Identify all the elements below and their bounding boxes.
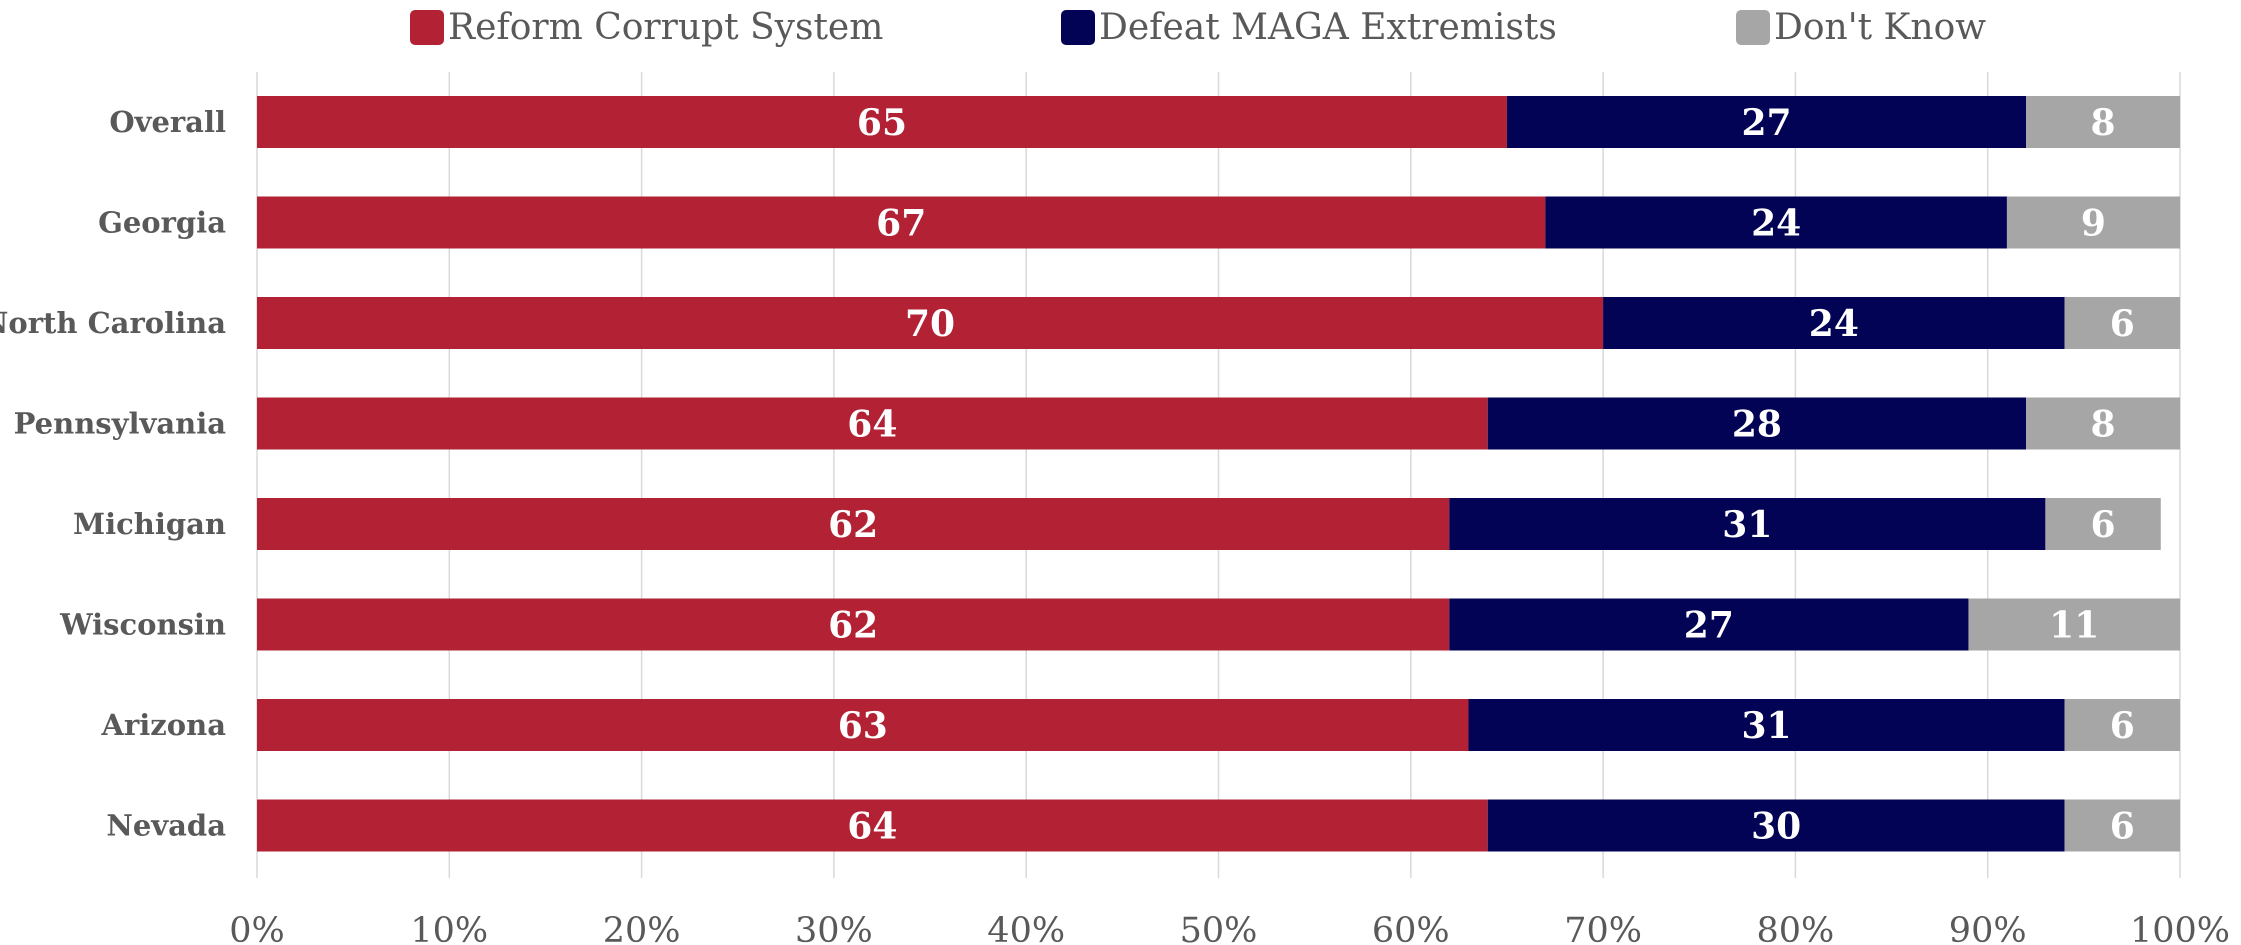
category-label: Arizona — [101, 708, 227, 742]
category-label: Wisconsin — [59, 608, 226, 642]
data-label: 30 — [1751, 806, 1801, 848]
data-label: 8 — [2091, 102, 2116, 144]
data-label: 11 — [2049, 605, 2099, 647]
data-label: 65 — [857, 102, 907, 144]
x-tick-label: 30% — [795, 911, 873, 945]
chart-gridlines — [256, 72, 2181, 878]
chart-bars: 65 27 8 67 24 9 70 24 6 64 28 8 62 31 6 62 27 11 63 31 6 64 30… — [257, 96, 2180, 852]
bar-segment — [1506, 96, 2027, 148]
data-label: 67 — [876, 203, 926, 245]
data-label: 24 — [1751, 203, 1801, 245]
legend-swatch — [410, 10, 444, 45]
bar-segment — [257, 397, 1488, 450]
x-tick-label: 90% — [1949, 911, 2027, 945]
legend-label: Don't Know — [1774, 7, 1986, 48]
legend-label: Defeat MAGA Extremists — [1099, 7, 1557, 48]
category-label: Georgia — [98, 206, 226, 240]
data-label: 6 — [2110, 303, 2135, 345]
x-tick-label: 40% — [987, 911, 1065, 945]
data-label: 6 — [2091, 504, 2116, 546]
x-tick-label: 100% — [2130, 911, 2230, 945]
data-label: 27 — [1684, 605, 1734, 647]
bar-segment — [257, 799, 1488, 852]
bar-segment — [2026, 397, 2180, 450]
data-label: 6 — [2110, 705, 2135, 747]
data-label: 31 — [1742, 705, 1792, 747]
data-label: 62 — [828, 605, 878, 647]
data-label: 64 — [847, 404, 897, 446]
bar-segment — [1487, 397, 2027, 450]
x-tick-label: 0% — [229, 911, 285, 945]
bar-segment — [257, 598, 1450, 651]
bar-segment — [1603, 297, 2065, 349]
x-tick-label: 20% — [603, 911, 681, 945]
bar-segment — [257, 196, 1546, 249]
data-label: 28 — [1732, 404, 1782, 446]
bar-segment — [1449, 598, 1969, 651]
x-axis-tick-labels: 0% 10% 20% 30% 40% 50% 60% 70% 80% 90% 100% — [229, 911, 2230, 945]
chart-legend: Reform Corrupt System Defeat MAGA Extremi… — [410, 7, 1986, 48]
bar-segment — [2045, 498, 2161, 550]
data-label: 24 — [1809, 303, 1859, 345]
data-label: 64 — [847, 806, 897, 848]
data-label: 62 — [828, 504, 878, 546]
data-label: 31 — [1722, 504, 1772, 546]
legend-swatch — [1736, 10, 1770, 45]
bar-segment — [2064, 699, 2180, 751]
bar-segment — [257, 498, 1450, 550]
bar-segment — [2026, 96, 2180, 148]
bar-segment — [2064, 799, 2180, 852]
category-label: Pennsylvania — [14, 407, 227, 441]
legend-swatch — [1061, 10, 1095, 45]
category-label: North Carolina — [0, 306, 226, 340]
category-label: Michigan — [73, 507, 226, 541]
bar-segment — [257, 96, 1507, 148]
bar-segment — [1449, 498, 2046, 550]
x-tick-label: 60% — [1372, 911, 1450, 945]
legend-label: Reform Corrupt System — [448, 7, 883, 48]
data-label: 27 — [1742, 102, 1792, 144]
data-label: 63 — [838, 705, 888, 747]
bar-segment — [1545, 196, 2007, 249]
data-label: 70 — [905, 303, 955, 345]
bar-segment — [2064, 297, 2180, 349]
category-label: Overall — [109, 105, 226, 139]
data-label: 6 — [2110, 806, 2135, 848]
bar-segment — [1968, 598, 2180, 651]
x-tick-label: 50% — [1180, 911, 1258, 945]
bar-segment — [257, 297, 1604, 349]
bar-segment — [2006, 196, 2180, 249]
data-label: 9 — [2081, 203, 2106, 245]
bar-segment — [257, 699, 1469, 751]
data-label: 8 — [2091, 404, 2116, 446]
bar-segment — [1468, 699, 2065, 751]
bar-segment — [1487, 799, 2065, 852]
x-tick-label: 80% — [1757, 911, 1835, 945]
category-axis-labels: Overall Georgia North Carolina Pennsylvania… — [0, 105, 226, 843]
x-tick-label: 10% — [410, 911, 488, 945]
x-tick-label: 70% — [1564, 911, 1642, 945]
category-label: Nevada — [106, 809, 226, 843]
